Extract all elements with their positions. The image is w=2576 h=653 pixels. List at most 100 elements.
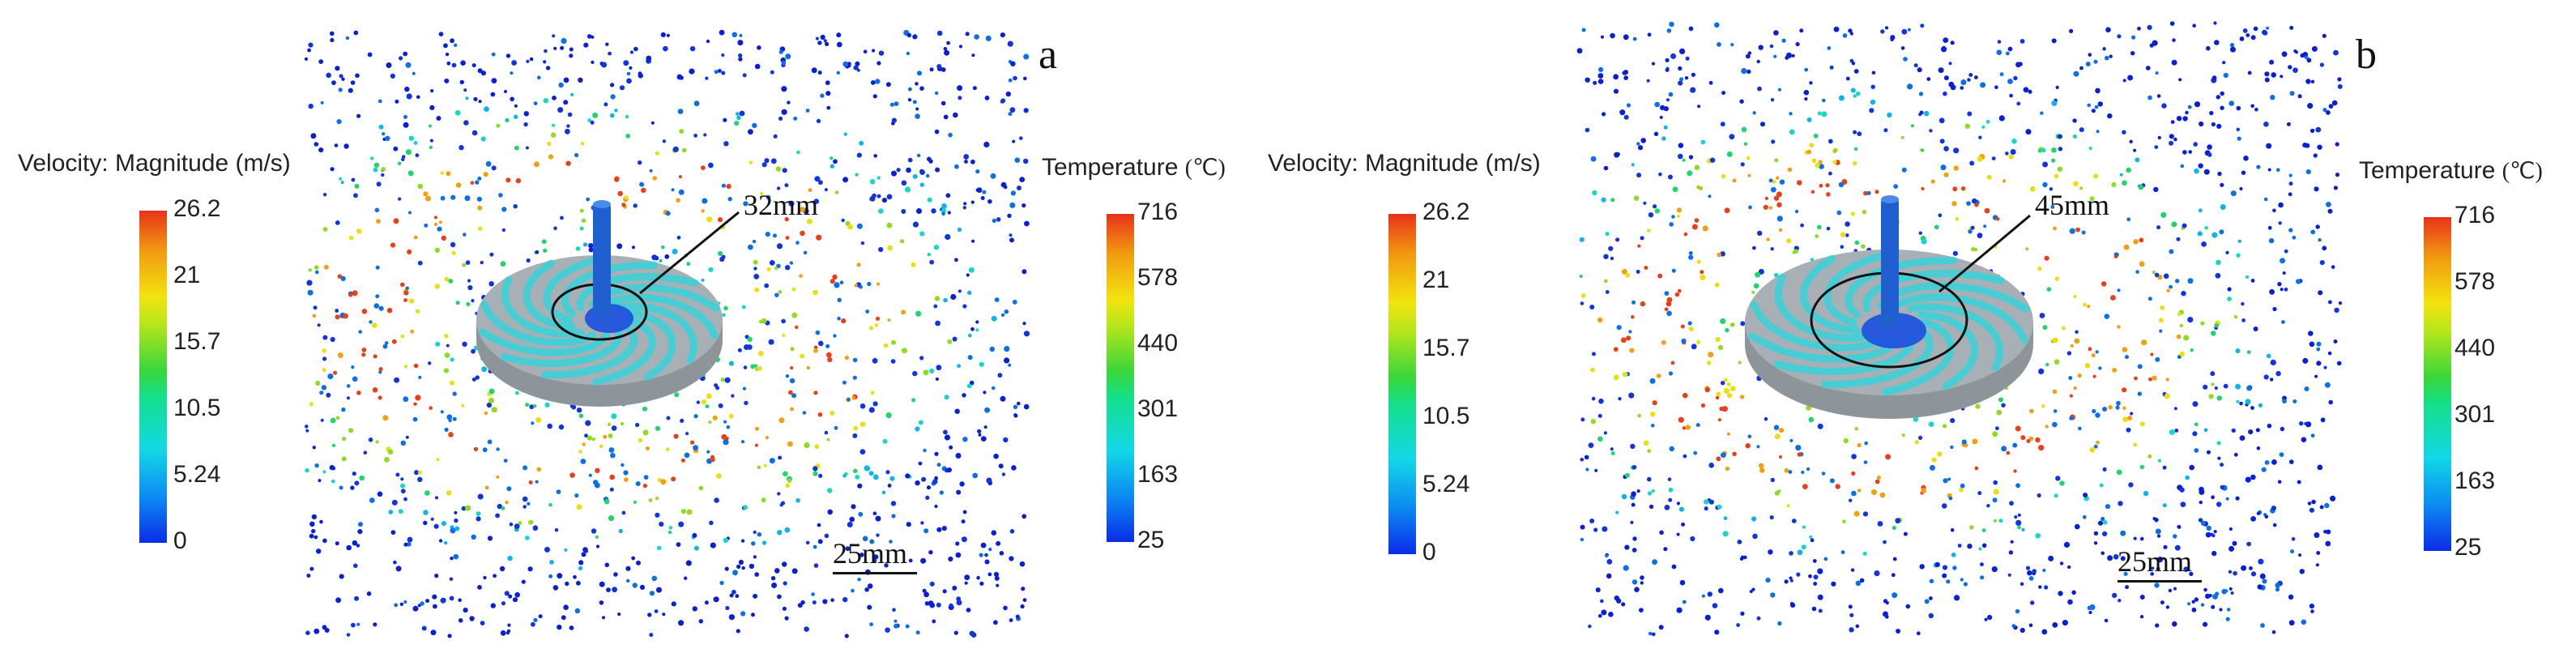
particle	[423, 510, 429, 515]
particle	[948, 556, 953, 562]
particle	[723, 537, 728, 544]
particle	[753, 555, 757, 559]
particle	[777, 594, 782, 600]
particle	[689, 68, 695, 75]
particle	[311, 514, 318, 520]
particle	[309, 533, 314, 539]
temperature-tick: 440	[2454, 335, 2496, 361]
particle	[787, 441, 793, 447]
particle	[2069, 394, 2073, 398]
particle	[1998, 519, 2003, 523]
particle	[1688, 26, 1694, 32]
particle	[2338, 301, 2343, 305]
swirl-streak	[1881, 318, 1955, 396]
particle	[893, 619, 898, 623]
particle	[448, 432, 454, 437]
particle	[377, 491, 383, 497]
particle	[1615, 510, 1619, 514]
particle	[974, 34, 979, 40]
particle	[2157, 135, 2161, 140]
particle	[957, 85, 963, 92]
particle	[1966, 201, 1971, 207]
particle	[2211, 382, 2215, 386]
particle	[1671, 268, 1676, 273]
particle	[1822, 98, 1826, 103]
particle	[804, 626, 809, 632]
particle	[2213, 21, 2217, 25]
particle	[775, 166, 782, 172]
particle	[1819, 164, 1824, 169]
particle	[2148, 377, 2152, 382]
particle	[2337, 77, 2342, 82]
particle	[782, 561, 787, 567]
particle	[709, 520, 714, 526]
particle	[2314, 532, 2320, 538]
particle	[2207, 144, 2212, 150]
particle	[1815, 234, 1819, 238]
particle	[872, 357, 878, 364]
particle	[2269, 59, 2275, 65]
particle	[804, 442, 810, 449]
particle	[346, 384, 351, 388]
particle	[557, 107, 564, 113]
particle	[873, 554, 879, 560]
particle	[2183, 566, 2189, 572]
particle	[1794, 209, 1799, 214]
particle	[2336, 361, 2342, 366]
particle	[934, 451, 939, 456]
particle	[514, 104, 518, 108]
particle	[1624, 544, 1630, 550]
particle	[925, 495, 930, 501]
particle	[2200, 321, 2205, 326]
particle	[2007, 573, 2011, 577]
particle	[1668, 371, 1674, 376]
particle	[2175, 279, 2180, 284]
particle	[1634, 587, 1640, 592]
particle	[887, 484, 892, 488]
particle	[1708, 499, 1714, 505]
particle	[2230, 591, 2234, 595]
particle	[1000, 313, 1005, 317]
particle	[1648, 504, 1654, 510]
particle	[434, 284, 440, 289]
particle	[1720, 318, 1726, 325]
dimension-label: 45mm	[2035, 189, 2110, 221]
particle	[1581, 28, 1586, 32]
particle	[725, 436, 729, 441]
particle	[528, 519, 534, 525]
particle	[2062, 620, 2068, 626]
particle	[2235, 348, 2241, 353]
particle	[776, 243, 783, 250]
particle	[1023, 76, 1027, 81]
particle	[1715, 395, 1720, 400]
particle	[625, 134, 630, 139]
particle	[2272, 208, 2276, 213]
particle	[680, 458, 685, 463]
particle	[971, 239, 975, 243]
particle	[2053, 226, 2057, 231]
particle	[2291, 537, 2296, 541]
particle	[1813, 582, 1818, 586]
velocity-tick: 5.24	[173, 461, 221, 488]
particle	[754, 443, 759, 447]
particle	[1664, 307, 1669, 312]
swirl-streak	[543, 254, 607, 324]
particle	[2007, 46, 2013, 52]
particle	[1921, 238, 1927, 245]
particle	[1687, 170, 1693, 177]
particle	[2093, 173, 2099, 179]
particle	[2156, 225, 2161, 230]
particle	[1012, 139, 1016, 143]
particle	[2019, 627, 2025, 634]
particle	[1704, 499, 1709, 505]
temperature-tick: 716	[2454, 202, 2496, 228]
particle	[1850, 87, 1856, 93]
particle	[1998, 115, 2005, 122]
particle	[381, 173, 385, 177]
particle	[2157, 459, 2162, 463]
particle	[885, 627, 890, 633]
particle	[945, 193, 951, 198]
particle	[1806, 117, 1812, 122]
particle	[2222, 61, 2226, 65]
particle	[2177, 312, 2181, 317]
